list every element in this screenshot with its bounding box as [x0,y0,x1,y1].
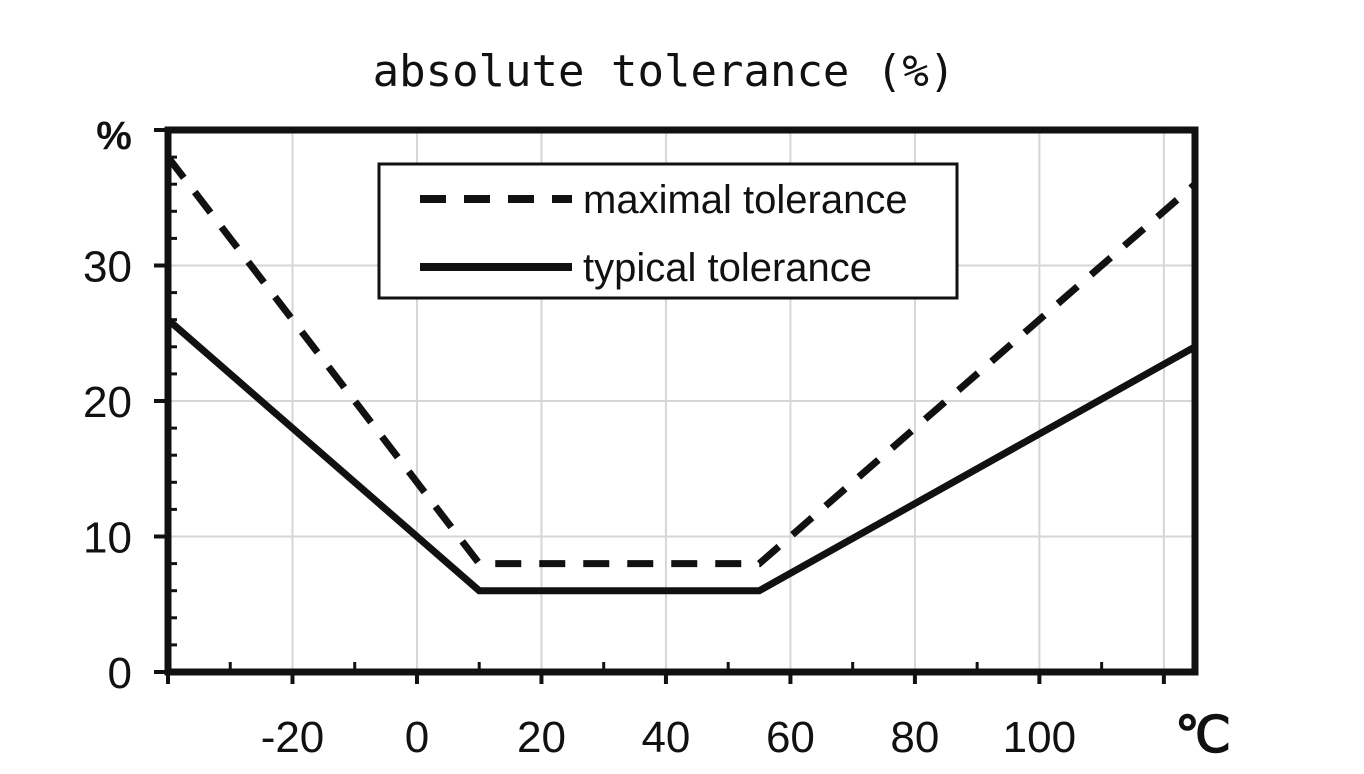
y-tick-label: 20 [83,378,132,427]
y-tick-label: 0 [108,649,132,698]
x-tick-label: 80 [890,713,939,762]
y-axis-label: % [96,114,132,158]
x-tick-label: 0 [405,713,429,762]
series-line-typical [165,317,1197,595]
chart-title: absolute tolerance (%) [373,46,956,97]
legend-box [377,162,959,300]
legend-label: maximal tolerance [583,178,908,222]
x-tick-label: -20 [261,713,325,762]
legend: maximal tolerance typical tolerance [377,162,959,300]
x-tick-label: 20 [517,713,566,762]
y-tick-label: 30 [83,243,132,292]
legend-label: typical tolerance [583,246,872,290]
axis-ticks: -20 0 20 40 60 80 100 0 10 20 30 [83,128,1166,762]
x-tick-label: 100 [1003,713,1076,762]
x-axis-label: ℃ [1175,707,1231,763]
series-layer [165,154,1198,595]
x-tick-label: 60 [766,713,815,762]
y-tick-label: 10 [83,514,132,563]
x-tick-label: 40 [641,713,690,762]
series-line-maximal [165,154,1198,568]
